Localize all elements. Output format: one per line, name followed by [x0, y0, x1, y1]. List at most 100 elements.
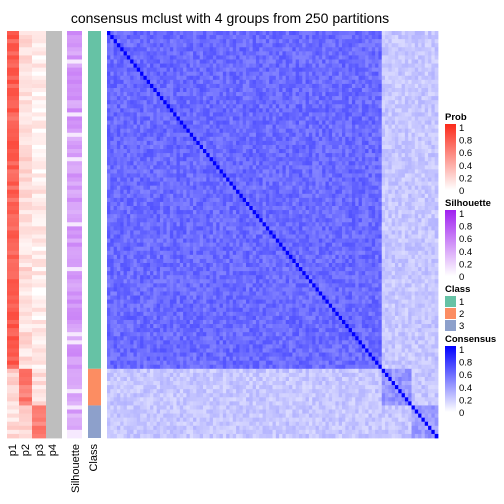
consensus-cell [193, 31, 197, 36]
consensus-cell [338, 112, 343, 117]
consensus-cell [255, 132, 260, 138]
consensus-cell [335, 108, 340, 113]
consensus-cell [216, 31, 220, 36]
consensus-cell [272, 169, 277, 174]
consensus-cell [120, 153, 124, 158]
consensus-cell [388, 55, 393, 60]
consensus-cell [282, 55, 287, 60]
consensus-cell [322, 132, 326, 138]
consensus-cell [295, 116, 300, 121]
consensus-cell [315, 39, 320, 44]
consensus-cell [252, 51, 257, 56]
consensus-cell [222, 153, 227, 158]
consensus-cell [236, 128, 240, 134]
consensus-cell [209, 136, 214, 142]
consensus-cell [202, 92, 207, 97]
consensus-cell [358, 177, 363, 182]
silhouette-cell [67, 295, 82, 301]
consensus-cell [146, 136, 151, 142]
prob-cell [32, 319, 46, 325]
consensus-cell [202, 153, 207, 158]
consensus-cell [126, 120, 131, 126]
consensus-cell [163, 206, 167, 211]
consensus-cell [173, 79, 177, 85]
consensus-cell [328, 128, 333, 134]
consensus-cell [176, 149, 181, 154]
consensus-cell [236, 96, 240, 101]
consensus-cell [342, 47, 346, 52]
consensus-cell [411, 87, 416, 93]
silhouette-cell [67, 376, 82, 382]
prob-cell [19, 173, 32, 178]
consensus-cell [199, 31, 204, 36]
consensus-cell [315, 31, 320, 36]
consensus-cell [414, 47, 419, 52]
consensus-cell [229, 104, 234, 109]
consensus-cell [292, 169, 297, 174]
silhouette-cell [67, 283, 82, 288]
consensus-cell [421, 124, 426, 130]
consensus-cell [107, 87, 111, 93]
consensus-cell [130, 116, 134, 121]
consensus-cell [358, 169, 363, 174]
consensus-cell [428, 83, 432, 89]
consensus-cell [401, 87, 406, 93]
consensus-cell [302, 51, 306, 56]
silhouette-cell [67, 262, 82, 268]
consensus-cell [312, 79, 316, 85]
consensus-cell [388, 100, 393, 105]
consensus-cell [302, 108, 306, 113]
consensus-cell [378, 132, 383, 138]
consensus-cell [212, 67, 217, 73]
consensus-cell [428, 59, 432, 64]
consensus-cell [239, 47, 244, 52]
prob-cell [19, 287, 32, 292]
consensus-cell [308, 136, 313, 142]
consensus-cell [229, 35, 234, 40]
consensus-cell [123, 92, 128, 97]
consensus-cell [428, 96, 432, 101]
prob-cell [7, 185, 19, 191]
consensus-cell [169, 87, 174, 93]
consensus-cell [150, 100, 154, 105]
consensus-cell [199, 165, 204, 170]
consensus-cell [206, 31, 211, 36]
prob-cell [7, 376, 19, 382]
consensus-cell [189, 31, 194, 36]
consensus-cell [202, 157, 207, 162]
consensus-cell [279, 161, 283, 166]
consensus-cell [322, 104, 326, 109]
prob-cell [7, 39, 19, 44]
consensus-cell [216, 153, 220, 158]
consensus-cell [216, 124, 220, 130]
consensus-cell [411, 185, 416, 191]
consensus-cell [371, 177, 376, 182]
consensus-cell [418, 136, 422, 142]
consensus-cell [325, 157, 330, 162]
consensus-cell [222, 100, 227, 105]
consensus-cell [242, 132, 247, 138]
consensus-cell [421, 51, 426, 56]
consensus-cell [312, 112, 316, 117]
consensus-cell [289, 63, 293, 69]
consensus-cell [209, 39, 214, 44]
consensus-cell [355, 165, 359, 170]
prob-cell [19, 376, 32, 382]
prob-cell [19, 429, 32, 435]
consensus-cell [209, 59, 214, 64]
consensus-cell [292, 201, 297, 207]
prob-cell [46, 364, 62, 370]
consensus-cell [338, 177, 343, 182]
consensus-cell [285, 140, 290, 146]
consensus-cell [394, 165, 399, 170]
consensus-cell [209, 35, 214, 40]
consensus-cell [252, 149, 257, 154]
consensus-cell [156, 43, 161, 48]
consensus-cell [222, 197, 227, 203]
consensus-cell [136, 51, 141, 56]
consensus-cell [252, 189, 257, 195]
consensus-cell [421, 75, 426, 81]
consensus-cell [378, 193, 383, 199]
consensus-cell [404, 185, 409, 191]
consensus-cell [375, 51, 379, 56]
